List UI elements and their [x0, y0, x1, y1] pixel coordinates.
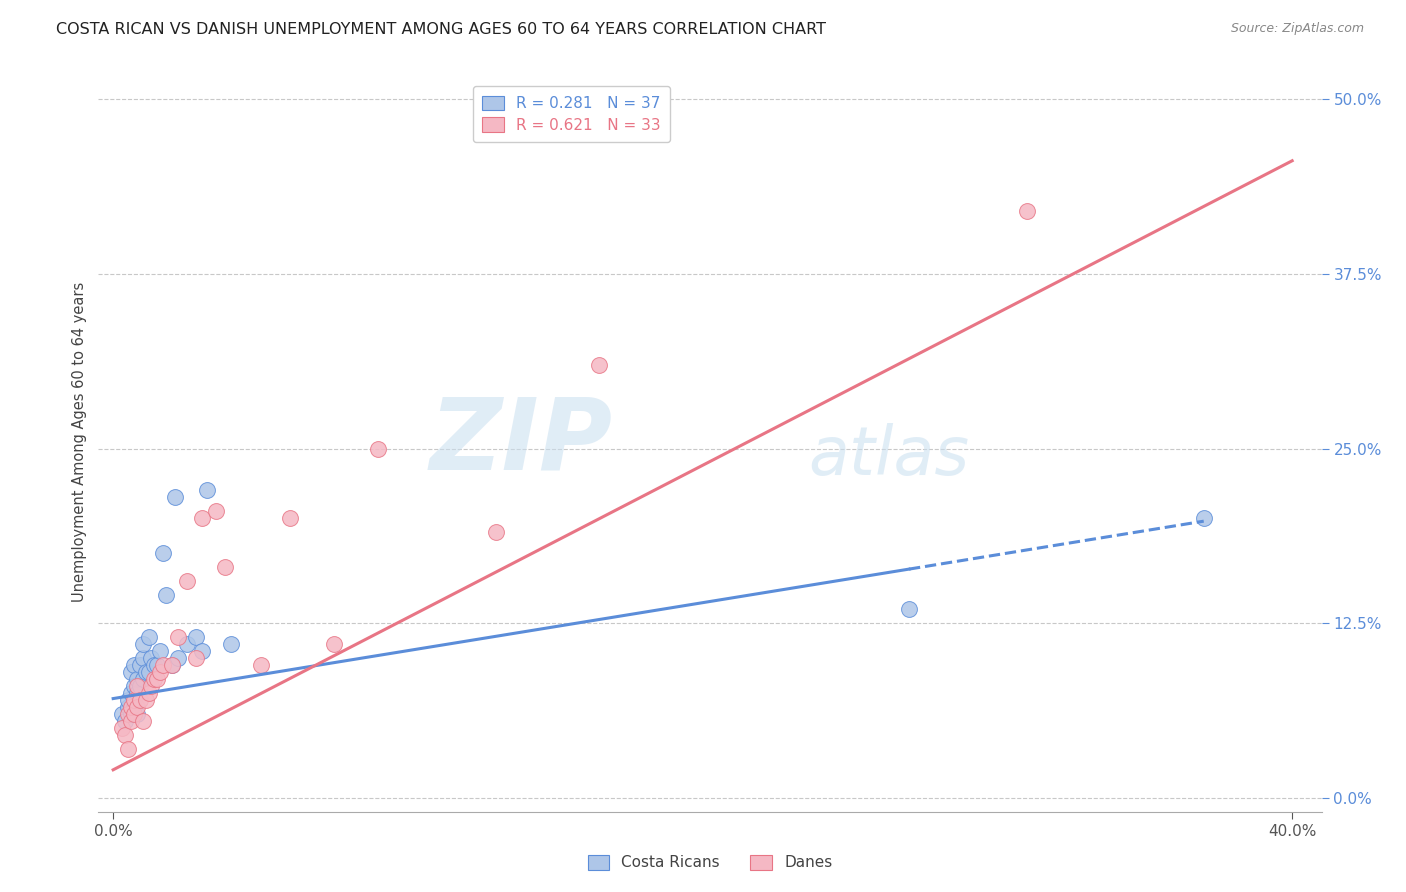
Point — [184, 630, 207, 644]
Point — [160, 658, 183, 673]
Point — [141, 651, 163, 665]
Point — [160, 658, 183, 673]
Point — [125, 679, 148, 693]
Point — [278, 511, 301, 525]
Point — [176, 574, 198, 589]
Point — [155, 588, 177, 602]
Point — [131, 672, 153, 686]
Point — [149, 665, 172, 679]
Point — [114, 728, 136, 742]
Point — [120, 686, 142, 700]
Point — [898, 602, 921, 616]
Text: COSTA RICAN VS DANISH UNEMPLOYMENT AMONG AGES 60 TO 64 YEARS CORRELATION CHART: COSTA RICAN VS DANISH UNEMPLOYMENT AMONG… — [56, 22, 827, 37]
Point — [128, 658, 150, 673]
Point — [176, 637, 198, 651]
Point — [152, 546, 174, 560]
Point — [165, 491, 187, 505]
Point — [135, 665, 157, 679]
Point — [117, 706, 139, 721]
Y-axis label: Unemployment Among Ages 60 to 64 years: Unemployment Among Ages 60 to 64 years — [72, 281, 87, 602]
Point — [122, 658, 145, 673]
Point — [190, 511, 212, 525]
Point — [141, 679, 163, 693]
Point — [117, 742, 139, 756]
Point — [131, 637, 153, 651]
Point — [190, 644, 212, 658]
Legend: Costa Ricans, Danes: Costa Ricans, Danes — [581, 847, 839, 878]
Point — [131, 714, 153, 728]
Point — [152, 658, 174, 673]
Point — [122, 693, 145, 707]
Point — [143, 658, 166, 673]
Point — [184, 651, 207, 665]
Point — [135, 693, 157, 707]
Point — [323, 637, 346, 651]
Point — [143, 672, 166, 686]
Point — [111, 721, 134, 735]
Point — [125, 672, 148, 686]
Point — [1015, 204, 1038, 219]
Point — [149, 644, 172, 658]
Point — [214, 560, 236, 574]
Point — [120, 714, 142, 728]
Point — [114, 714, 136, 728]
Point — [131, 651, 153, 665]
Point — [485, 525, 508, 540]
Point — [205, 504, 228, 518]
Text: Source: ZipAtlas.com: Source: ZipAtlas.com — [1230, 22, 1364, 36]
Point — [167, 630, 190, 644]
Point — [138, 630, 160, 644]
Point — [117, 700, 139, 714]
Point — [117, 693, 139, 707]
Point — [167, 651, 190, 665]
Point — [249, 658, 271, 673]
Text: ZIP: ZIP — [429, 393, 612, 490]
Text: atlas: atlas — [808, 424, 969, 490]
Point — [128, 679, 150, 693]
Point — [125, 686, 148, 700]
Point — [128, 693, 150, 707]
Point — [138, 665, 160, 679]
Point — [111, 706, 134, 721]
Point — [125, 700, 148, 714]
Point — [197, 483, 219, 498]
Point — [120, 700, 142, 714]
Point — [138, 686, 160, 700]
Point — [146, 672, 169, 686]
Point — [120, 706, 142, 721]
Point — [122, 706, 145, 721]
Point — [367, 442, 389, 456]
Point — [1192, 511, 1215, 525]
Point — [588, 358, 610, 372]
Point — [122, 679, 145, 693]
Point — [219, 637, 242, 651]
Point — [122, 700, 145, 714]
Point — [146, 658, 169, 673]
Point — [120, 665, 142, 679]
Point — [125, 706, 148, 721]
